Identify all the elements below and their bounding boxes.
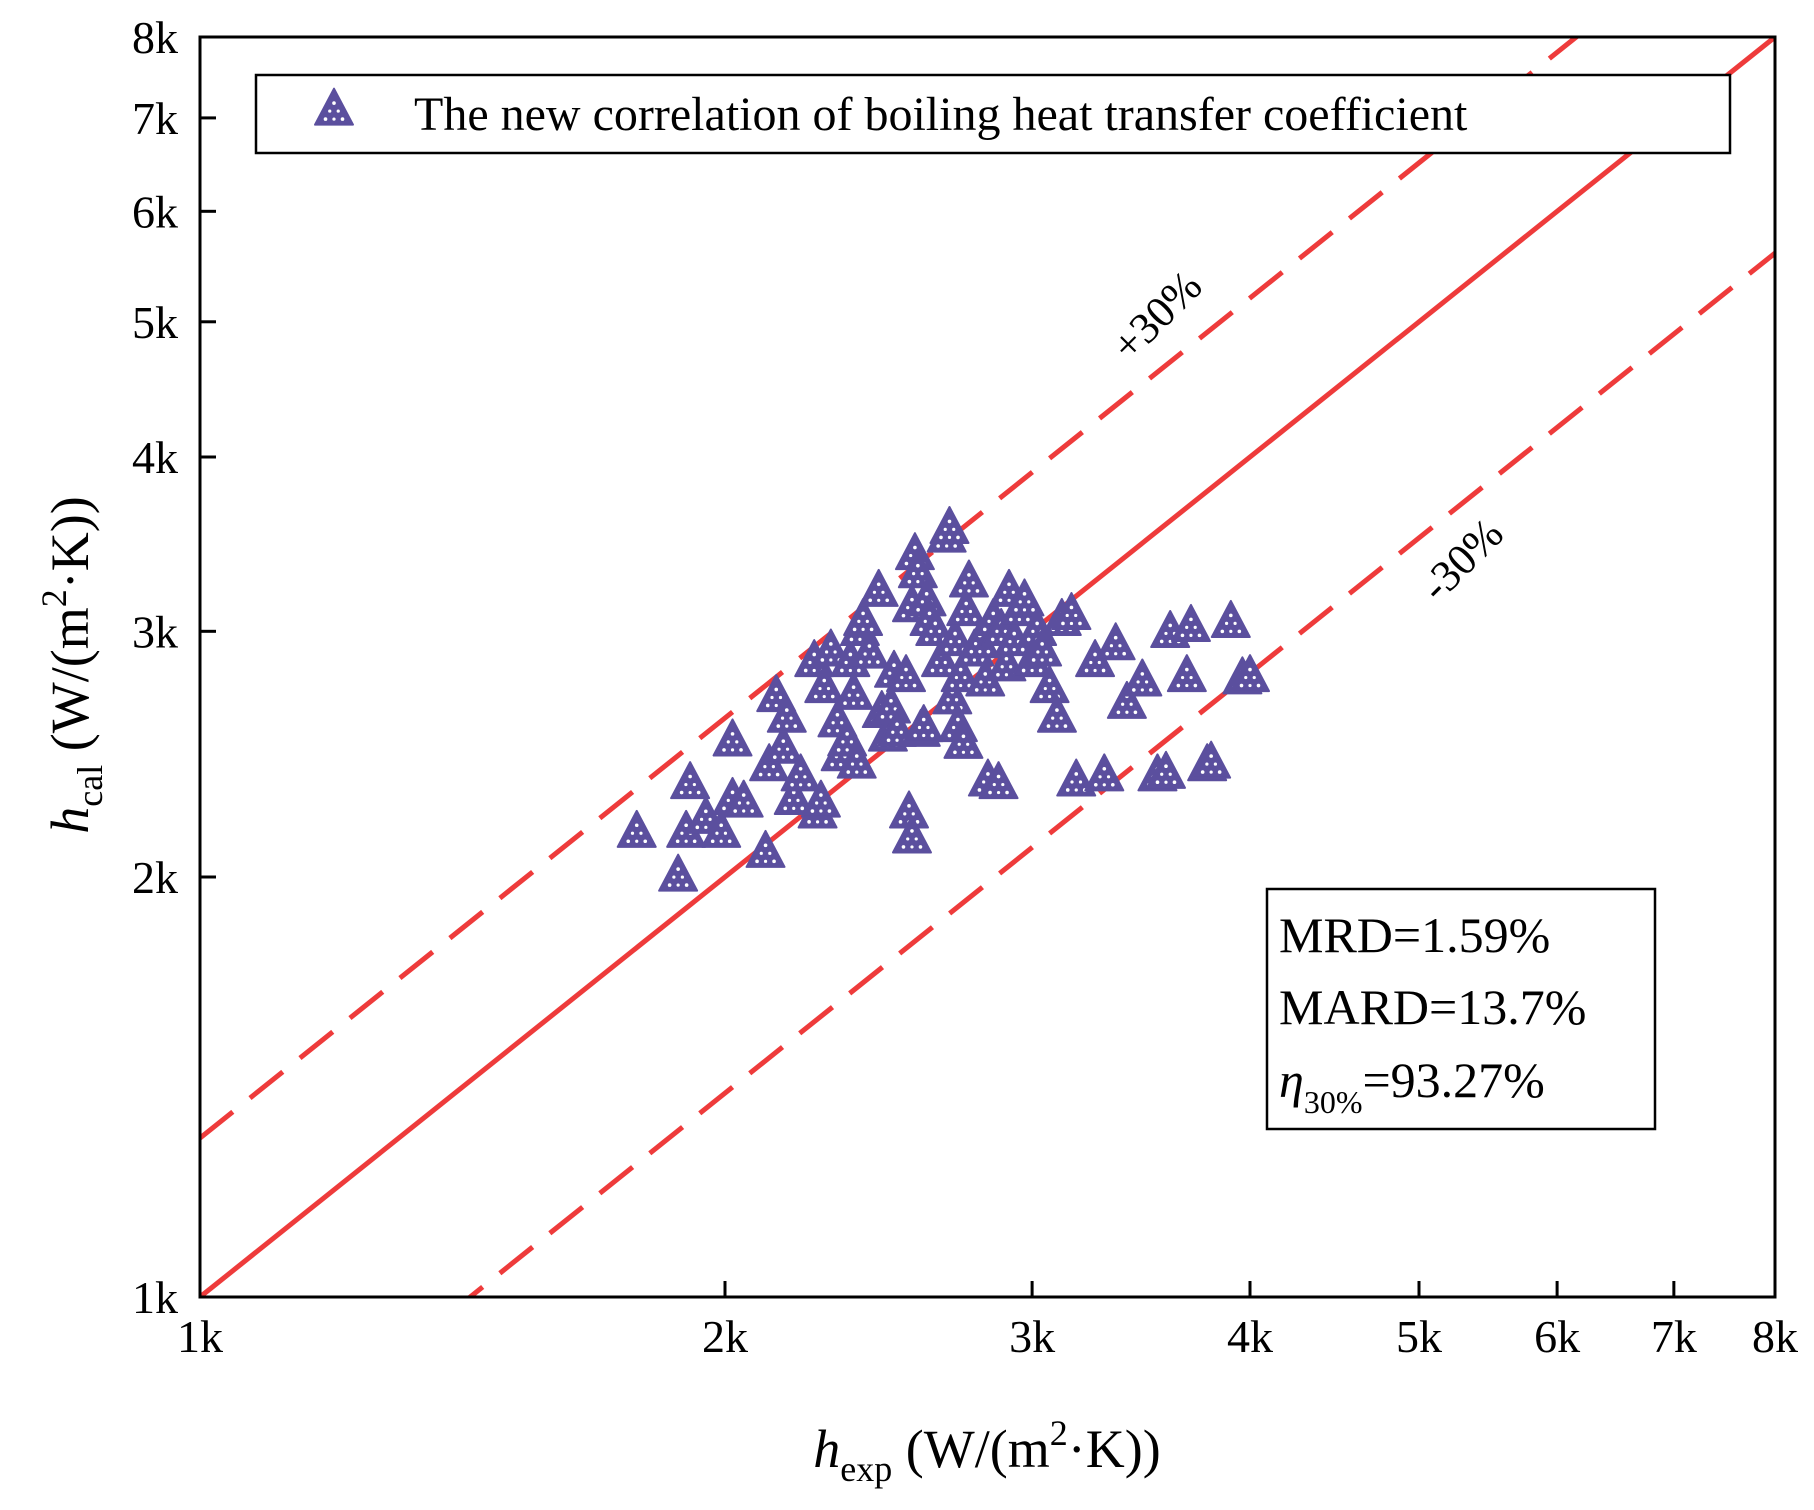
data-point: [1230, 654, 1270, 693]
eta-value: =93.27%: [1362, 1052, 1544, 1108]
data-point: [712, 718, 753, 757]
eta-symbol: η: [1279, 1052, 1304, 1108]
data-point: [940, 654, 981, 693]
data-point: [670, 761, 711, 800]
legend-box: [254, 73, 1732, 155]
data-point: [1036, 694, 1077, 733]
legend-label: The new correlation of boiling heat tran…: [414, 88, 1468, 141]
y-tick-label: 6k: [132, 186, 178, 237]
data-point: [800, 779, 841, 818]
legend-marker-shape: [314, 87, 354, 126]
x-tick-label: 1k: [177, 1311, 223, 1362]
plot-frame: [198, 35, 1777, 1299]
minus30-line: [466, 251, 1775, 1297]
data-point: [658, 853, 699, 892]
y-tick-label: 8k: [132, 12, 178, 63]
mard-text: MARD=13.7%: [1279, 979, 1586, 1035]
data-point: [897, 550, 938, 589]
x-tick-label: 2k: [702, 1311, 748, 1362]
data-point: [903, 704, 944, 743]
y-tick-label: 5k: [132, 297, 178, 348]
eta-subscript: 30%: [1304, 1084, 1363, 1120]
x-tick-label: 6k: [1534, 1311, 1580, 1362]
data-point: [1210, 599, 1251, 638]
data-point: [701, 809, 742, 848]
x-title-main: h: [813, 1419, 840, 1479]
data-point: [948, 559, 989, 598]
data-point: [920, 639, 961, 678]
data-point: [780, 753, 821, 792]
legend: The new correlation of boiling heat tran…: [254, 73, 1732, 155]
data-point: [763, 725, 804, 764]
data-point: [886, 654, 927, 693]
data-point: [843, 597, 884, 636]
data-point: [773, 776, 814, 815]
data-point: [1145, 750, 1186, 789]
y-tick-label: 1k: [132, 1272, 178, 1323]
data-point: [858, 568, 899, 607]
y-title-unit: (W/(m: [40, 607, 100, 764]
x-tick-label: 4k: [1227, 1311, 1273, 1362]
data-point: [836, 740, 877, 779]
y-tick-label: 2k: [132, 852, 178, 903]
data-point: [1095, 622, 1136, 661]
mrd-text: MRD=1.59%: [1279, 907, 1550, 963]
data-point: [1122, 658, 1163, 697]
data-point: [1022, 628, 1063, 667]
data-point: [804, 665, 845, 704]
data-point: [723, 779, 764, 818]
y-tick-label: 7k: [132, 93, 178, 144]
data-point: [1051, 592, 1092, 631]
y-title-sup: 2: [34, 589, 74, 607]
triangle-marker-icon: [314, 87, 354, 126]
x-tick-label: 3k: [1009, 1311, 1055, 1362]
x-axis-title: hexp (W/(m2·K)): [813, 1413, 1160, 1489]
y-tick-label: 3k: [132, 606, 178, 657]
x-tick-label: 5k: [1396, 1311, 1442, 1362]
data-point: [766, 694, 807, 733]
data-point: [849, 630, 890, 669]
data-point: [1166, 654, 1207, 693]
y-title-unit-end: ·K)): [40, 496, 100, 589]
data-point: [946, 588, 987, 627]
x-tick-label: 8k: [1752, 1311, 1798, 1362]
data-point: [891, 815, 932, 854]
y-title-main: h: [40, 807, 100, 834]
data-point: [929, 505, 970, 544]
data-point: [915, 607, 956, 646]
x-title-sup: 2: [1050, 1413, 1068, 1453]
data-point: [616, 809, 657, 848]
x-tick-label: 7k: [1651, 1311, 1697, 1362]
y-axis-title: hcal (W/(m2·K)): [34, 496, 110, 833]
x-title-sub: exp: [840, 1449, 892, 1489]
data-point: [1004, 578, 1045, 617]
data-point: [1056, 758, 1097, 797]
eta-text: η30%=93.27%: [1279, 1052, 1545, 1120]
y-tick-label: 4k: [132, 432, 178, 483]
data-point: [745, 829, 786, 868]
data-point: [1106, 680, 1147, 719]
stats-frame: [1265, 887, 1657, 1131]
data-point: [1084, 753, 1125, 792]
data-point: [833, 671, 874, 710]
data-point: [1170, 603, 1211, 642]
data-point: [943, 720, 984, 759]
data-point: [1191, 740, 1232, 779]
x-title-unit-end: ·K)): [1068, 1419, 1161, 1479]
data-point: [978, 761, 1019, 800]
data-points: [616, 505, 1270, 892]
y-title-sub: cal: [70, 765, 110, 807]
stats-box: MRD=1.59% MARD=13.7% η30%=93.27%: [1265, 887, 1657, 1131]
x-title-unit: (W/(m: [892, 1419, 1049, 1479]
